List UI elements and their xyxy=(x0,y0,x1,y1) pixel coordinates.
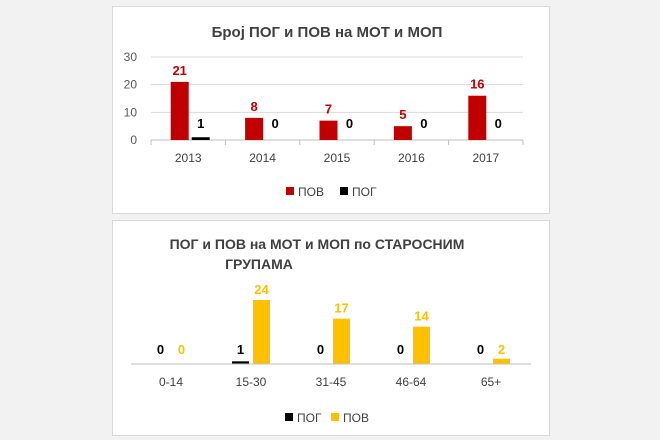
legend-swatch-pog xyxy=(285,413,293,421)
data-label-pog: 0 xyxy=(317,342,324,357)
bar-pog xyxy=(191,137,210,140)
x-category-label: 65+ xyxy=(481,375,501,389)
legend-label-pog: ПОГ xyxy=(352,185,377,199)
data-label-pog: 0 xyxy=(420,116,427,131)
data-label-pov: 8 xyxy=(250,99,257,114)
chart-title-line-2: ГРУПАМА xyxy=(225,256,293,272)
chart-panel-by-year: Број ПОГ и ПОВ на МОТ и МОП 0 10 20 30 21 1 8… xyxy=(112,6,550,214)
data-label-pog: 0 xyxy=(271,116,278,131)
data-label-pov: 2 xyxy=(498,342,505,357)
x-category-label: 46-64 xyxy=(396,375,427,389)
legend-swatch-pov xyxy=(331,413,339,421)
x-category-label: 2017 xyxy=(472,151,499,165)
data-label-pog: 1 xyxy=(237,342,244,357)
legend-swatch-pog xyxy=(340,187,348,195)
data-label-pog: 0 xyxy=(346,116,353,131)
x-category-label: 2015 xyxy=(324,151,351,165)
bar-pov xyxy=(245,117,264,140)
data-label-pov: 21 xyxy=(172,63,186,78)
legend-label-pov: ПОВ xyxy=(343,411,369,425)
data-label-pog: 0 xyxy=(397,342,404,357)
data-label-pov: 5 xyxy=(399,107,406,122)
bar-pov xyxy=(493,358,510,364)
bar-pov xyxy=(319,120,338,140)
data-label-pov: 7 xyxy=(325,102,332,117)
y-tick-label: 10 xyxy=(124,105,138,119)
legend-label-pov: ПОВ xyxy=(298,185,324,199)
data-label-pov: 24 xyxy=(254,282,269,297)
data-label-pog: 1 xyxy=(197,116,204,131)
data-label-pog: 0 xyxy=(477,342,484,357)
chart-by-year: Број ПОГ и ПОВ на МОТ и МОП 0 10 20 30 21 1 8… xyxy=(124,24,524,199)
x-category-label: 2016 xyxy=(398,151,425,165)
data-label-pov: 14 xyxy=(414,309,429,324)
bar-pog xyxy=(232,361,249,364)
data-label-pog: 0 xyxy=(157,342,164,357)
bar-pov xyxy=(468,95,487,140)
x-category-label: 31-45 xyxy=(316,375,347,389)
x-category-label: 2013 xyxy=(175,151,202,165)
data-label-pov: 0 xyxy=(178,342,185,357)
chart-title: Број ПОГ и ПОВ на МОТ и МОП xyxy=(212,24,443,41)
bar-pov xyxy=(413,326,430,364)
chart-panel-by-age: ПОГ и ПОВ на МОТ и МОП по СТАРОСНИМ ГРУП… xyxy=(112,220,550,436)
legend-label-pog: ПОГ xyxy=(297,411,322,425)
bar-pov xyxy=(333,318,350,364)
bar-pov xyxy=(170,81,189,140)
y-tick-label: 0 xyxy=(130,133,137,147)
x-category-label: 15-30 xyxy=(236,375,267,389)
legend-swatch-pov xyxy=(286,187,294,195)
x-category-label: 0-14 xyxy=(159,375,183,389)
chart-by-age: ПОГ и ПОВ на МОТ и МОП по СТАРОСНИМ ГРУП… xyxy=(131,236,531,425)
bar-pov xyxy=(253,300,270,364)
x-category-label: 2014 xyxy=(249,151,276,165)
bar-pov xyxy=(393,126,412,140)
data-label-pog: 0 xyxy=(495,116,502,131)
y-tick-label: 20 xyxy=(124,78,138,92)
chart-title-line-1: ПОГ и ПОВ на МОТ и МОП по СТАРОСНИМ xyxy=(170,236,465,252)
data-label-pov: 17 xyxy=(334,301,348,316)
y-tick-label: 30 xyxy=(124,50,138,64)
data-label-pov: 16 xyxy=(470,77,484,92)
